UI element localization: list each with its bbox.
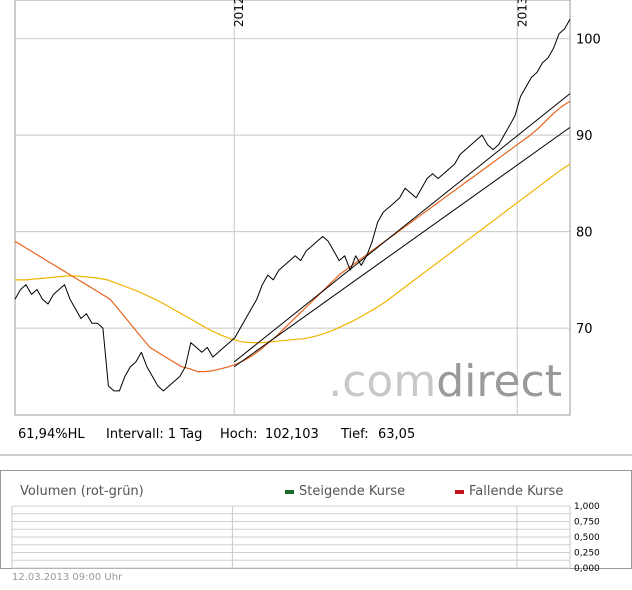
volume-title: Volumen (rot-grün) <box>20 484 144 499</box>
volume-tick-label: 0,250 <box>574 549 600 559</box>
legend-down-label: Fallende Kurse <box>469 484 564 499</box>
legend-up: Steigende Kurse <box>285 484 405 499</box>
trendline-0 <box>233 93 571 363</box>
series-line-1 <box>14 100 571 373</box>
interval: Intervall: 1 Tag <box>106 427 203 442</box>
plot-frame <box>14 0 571 416</box>
high-value: 102,103 <box>265 427 319 442</box>
volume-y-ticks: 1,000 0,750 0,500 0,250 0,000 <box>574 502 600 574</box>
volume-chart: 1,000 0,750 0,500 0,250 0,000 <box>0 470 632 574</box>
y-tick-label: 100 <box>576 33 601 48</box>
watermark: .comdirect <box>328 356 562 407</box>
volume-tick-label: 1,000 <box>574 502 600 512</box>
legend-down-swatch <box>455 489 464 494</box>
volume-tick-label: 0,750 <box>574 518 600 528</box>
series-line-2 <box>15 163 571 344</box>
high-label: Hoch: <box>220 427 258 442</box>
trendline-1 <box>233 126 571 368</box>
legend-up-label: Steigende Kurse <box>299 484 406 499</box>
series-group <box>14 19 571 392</box>
series-line-0 <box>14 19 571 392</box>
volume-tick-label: 0,500 <box>574 533 600 543</box>
y-axis-ticks: 70 80 90 100 <box>576 33 601 338</box>
volume-grid <box>11 505 571 569</box>
y-tick-label: 70 <box>576 322 593 337</box>
year-labels: 2012 2013 <box>232 0 529 27</box>
timestamp: 12.03.2013 09:00 Uhr <box>12 572 123 583</box>
price-chart: 2012 2013 70 80 90 100 .comdirect <box>0 0 632 456</box>
legend-up-swatch <box>285 489 294 494</box>
low-label: Tief: <box>341 427 369 442</box>
y-tick-label: 90 <box>576 129 593 144</box>
trendlines <box>233 93 571 368</box>
grid-lines <box>15 0 570 415</box>
legend-down: Fallende Kurse <box>455 484 563 499</box>
hl-ratio: 61,94%HL <box>18 427 85 442</box>
low-value: 63,05 <box>378 427 416 442</box>
y-tick-label: 80 <box>576 226 593 241</box>
year-label: 2012 <box>232 0 246 27</box>
year-label: 2013 <box>515 0 529 27</box>
volume-tick-label: 0,000 <box>574 564 600 574</box>
